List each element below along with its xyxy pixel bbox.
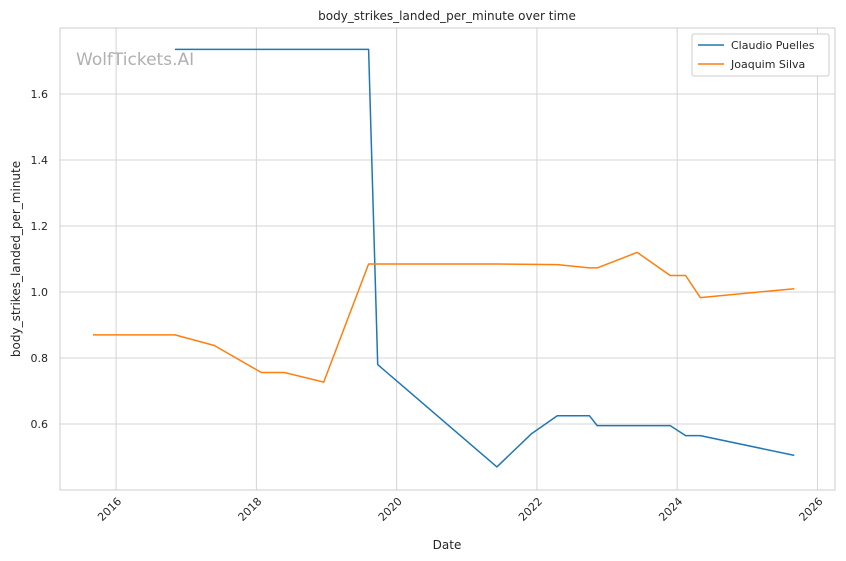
y-tick-label: 1.0 [31,286,49,299]
series-line-1 [93,251,795,383]
legend: Claudio Puelles Joaquim Silva [691,33,830,77]
series-lines [93,48,795,468]
plot-frame [59,27,836,491]
y-tick-label: 1.6 [31,88,49,101]
y-tick-label: 1.2 [31,220,49,233]
series-line-0 [175,48,795,468]
y-axis-label: body_strikes_landed_per_minute [9,161,23,357]
legend-label-0: Claudio Puelles [731,39,815,52]
y-axis-ticks: 0.6 0.8 1.0 1.2 1.4 1.6 [31,88,49,431]
legend-label-1: Joaquim Silva [730,58,805,71]
y-tick-label: 0.6 [31,418,49,431]
legend-box [691,33,830,77]
y-tick-label: 0.8 [31,352,49,365]
watermark-text: WolfTickets.AI [76,50,194,70]
x-axis-label: Date [433,538,462,552]
grid-lines [60,28,835,490]
chart-title: body_strikes_landed_per_minute over time [318,9,576,23]
y-tick-label: 1.4 [31,154,49,167]
